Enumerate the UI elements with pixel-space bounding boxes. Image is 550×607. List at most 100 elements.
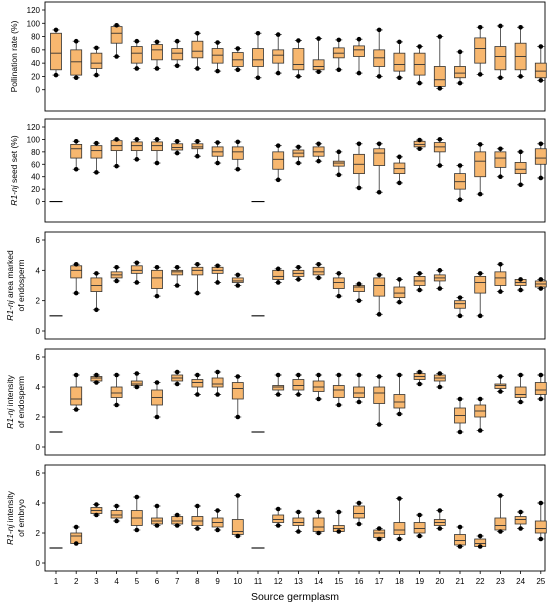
- box-14: [312, 372, 325, 402]
- iqr-box: [514, 516, 527, 525]
- iqr-box: [191, 266, 204, 276]
- max-point: [114, 372, 119, 378]
- box-25: [534, 372, 547, 402]
- x-tick-label: 25: [536, 577, 545, 586]
- box-10: [231, 139, 244, 172]
- box-17: [373, 272, 386, 317]
- iqr-box: [474, 151, 487, 178]
- min-point: [134, 527, 140, 533]
- iqr-box: [171, 516, 184, 525]
- box-19: [413, 512, 426, 539]
- iqr-box: [393, 394, 406, 409]
- box-16: [353, 500, 365, 527]
- max-point: [134, 137, 140, 142]
- y-axis-label-part: of embryo: [16, 499, 26, 537]
- panel-seedset: 0 20 40 60 80 100 120 R1-nj seed set (%): [9, 118, 547, 223]
- box-13: [292, 265, 305, 282]
- min-point: [397, 411, 402, 417]
- max-point: [174, 512, 180, 518]
- min-point: [134, 66, 140, 71]
- max-point: [477, 396, 483, 402]
- max-point: [316, 509, 321, 515]
- max-point: [296, 372, 301, 378]
- min-point: [417, 146, 422, 152]
- min-point: [195, 290, 200, 296]
- max-point: [275, 372, 281, 378]
- y-tick-label: 2: [36, 529, 41, 538]
- iqr-box: [353, 285, 365, 292]
- iqr-box: [70, 49, 83, 76]
- max-point: [356, 500, 362, 506]
- max-point: [275, 32, 281, 37]
- min-point: [397, 536, 402, 542]
- iqr-box: [90, 145, 103, 159]
- y-tick-label: 4: [36, 499, 41, 508]
- min-point: [275, 523, 281, 528]
- max-point: [296, 144, 301, 150]
- max-point: [195, 503, 200, 509]
- box-3: [90, 140, 103, 175]
- min-point: [538, 286, 544, 291]
- iqr-box: [332, 385, 345, 398]
- box-6: [151, 380, 163, 420]
- box-7: [171, 512, 184, 528]
- box-24: [514, 372, 527, 405]
- box-21: [454, 396, 466, 435]
- min-point: [154, 293, 160, 299]
- min-point: [174, 150, 180, 156]
- max-point: [114, 22, 119, 28]
- box-19: [413, 137, 426, 152]
- box-2: [70, 138, 83, 172]
- min-point: [518, 182, 523, 188]
- iqr-box: [292, 379, 305, 391]
- box-7: [171, 138, 184, 156]
- min-point: [376, 74, 382, 79]
- min-point: [134, 157, 140, 162]
- min-point: [195, 66, 200, 71]
- box-5: [130, 371, 143, 390]
- max-point: [73, 38, 79, 44]
- box-14: [312, 36, 325, 75]
- min-point: [538, 175, 544, 181]
- panel-intensity-endosperm: 0 2 4 6 R1-nj intensity of endosperm: [5, 348, 547, 456]
- box-1: [50, 27, 62, 78]
- max-point: [498, 374, 503, 379]
- y-axis-label-part: of endosperm: [16, 376, 26, 428]
- iqr-box: [272, 385, 285, 391]
- min-point: [94, 512, 99, 518]
- min-point: [215, 68, 220, 74]
- min-point: [154, 160, 160, 166]
- box-9: [211, 369, 224, 397]
- iqr-box: [494, 46, 507, 71]
- max-point: [498, 23, 503, 29]
- min-point: [457, 544, 463, 549]
- iqr-box: [231, 519, 244, 535]
- max-point: [275, 143, 281, 148]
- box-3: [90, 502, 103, 518]
- min-point: [275, 70, 281, 76]
- iqr-box: [474, 275, 487, 294]
- min-point: [518, 287, 523, 293]
- y-axis-label: R1-nj intensity: [5, 374, 15, 429]
- min-point: [336, 402, 342, 408]
- iqr-box: [373, 148, 386, 166]
- max-point: [477, 24, 483, 30]
- iqr-box: [231, 382, 244, 400]
- min-point: [518, 526, 523, 531]
- x-tick-label: 5: [135, 577, 140, 586]
- max-point: [195, 261, 200, 267]
- x-tick-label: 18: [395, 577, 404, 586]
- min-point: [457, 197, 463, 203]
- x-tick-label: 8: [195, 577, 200, 586]
- max-point: [174, 369, 180, 375]
- min-point: [296, 392, 301, 397]
- min-point: [437, 86, 443, 91]
- max-point: [376, 526, 382, 531]
- min-point: [498, 529, 503, 534]
- min-point: [174, 63, 180, 69]
- max-point: [376, 27, 382, 33]
- min-point: [316, 396, 321, 402]
- box-24: [514, 24, 527, 79]
- min-point: [417, 80, 422, 86]
- iqr-box: [272, 151, 285, 170]
